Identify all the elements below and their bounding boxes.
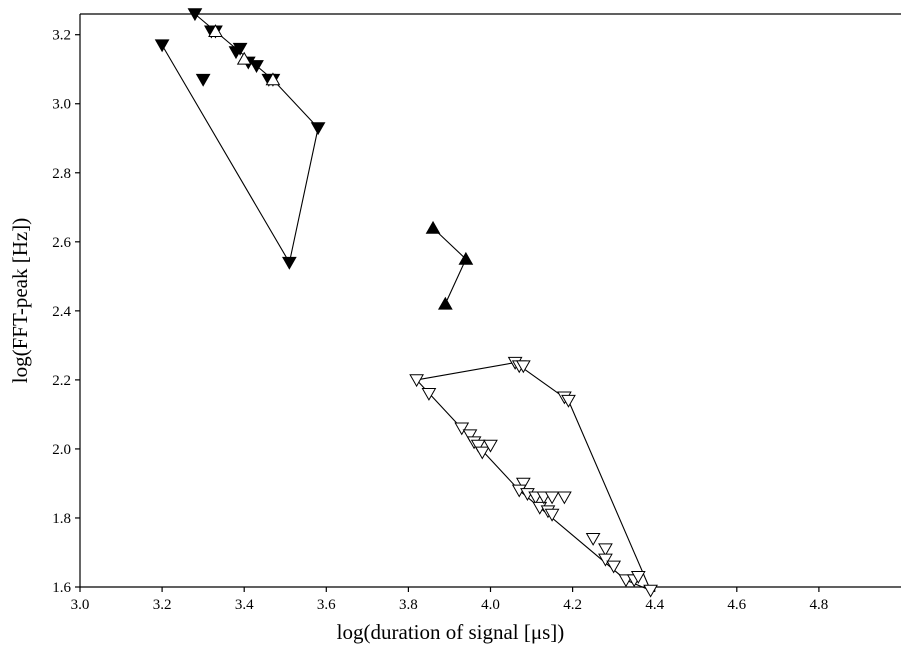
open-down-triangle-point <box>544 491 560 505</box>
y-tick-label: 2.6 <box>52 235 71 251</box>
x-tick-label: 4.6 <box>727 597 746 613</box>
open-down-triangle-point <box>544 508 560 522</box>
x-axis-title: log(duration of signal [μs]) <box>337 620 565 644</box>
x-tick-label: 4.4 <box>645 597 664 613</box>
open-down-triangle-point <box>598 553 613 567</box>
filled-down-triangle-point <box>281 256 297 270</box>
y-tick-label: 2.0 <box>52 442 71 458</box>
open-down-triangle-point <box>643 584 658 598</box>
filled-down-triangle-point <box>249 60 264 73</box>
y-tick-label: 2.2 <box>52 373 71 389</box>
filled-up-triangle-point <box>437 296 453 310</box>
filled-down-triangle-point <box>195 73 211 87</box>
open-down-triangle-point <box>585 532 601 546</box>
axes: 3.0 3.2 3.4 3.6 3.8 4.0 4.2 4.4 4.6 4.8 1.6 1.8 2.0 2… <box>52 13 901 613</box>
y-tick-label: 3.0 <box>52 97 71 113</box>
x-tick-label: 3.4 <box>235 597 254 613</box>
x-tick-label: 4.2 <box>563 597 582 613</box>
plot-frame <box>79 13 901 588</box>
open-down-triangle-point <box>421 387 437 401</box>
hull-lines <box>161 13 652 592</box>
open-down-triangle-point <box>598 543 613 557</box>
open-down-triangle-point <box>557 491 572 505</box>
x-tick-label: 4.0 <box>481 597 500 613</box>
hull-line <box>432 227 467 305</box>
open-down-triangle-point <box>561 394 576 408</box>
filled-up-triangle-point <box>458 251 474 265</box>
filled-up-triangle-point <box>425 220 441 234</box>
y-axis-title: log(FFT-peak [Hz]) <box>8 218 32 383</box>
filled-down-triangle-point <box>154 39 170 53</box>
open-down-triangle-point <box>515 360 531 374</box>
hull-line <box>416 362 652 592</box>
open-up-triangle-point <box>265 72 281 86</box>
x-tick-label: 3.2 <box>153 597 172 613</box>
x-tick-label: 3.8 <box>399 597 418 613</box>
open-down-triangle-point <box>630 570 646 584</box>
y-tick-label: 2.8 <box>52 166 71 182</box>
y-tick-label: 2.4 <box>52 304 71 320</box>
open-down-triangle-point <box>483 439 498 453</box>
open-up-triangle-point <box>208 24 223 37</box>
filled-down-triangle-point <box>232 42 248 56</box>
y-tick-label: 1.6 <box>52 580 71 596</box>
filled-down-triangle-point <box>187 8 203 22</box>
open-down-triangle-point <box>515 477 531 491</box>
open-down-triangle-point <box>409 374 424 388</box>
data-markers <box>154 8 658 598</box>
y-tick-label: 1.8 <box>52 511 71 527</box>
x-tick-label: 3.6 <box>317 597 336 613</box>
filled-down-triangle-point <box>310 122 326 136</box>
x-tick-label: 3.0 <box>71 597 90 613</box>
open-down-triangle-point <box>454 422 470 436</box>
open-up-triangle-point <box>236 51 252 65</box>
open-down-triangle-point <box>474 446 490 460</box>
y-tick-label: 3.2 <box>52 28 71 44</box>
open-down-triangle-point <box>462 429 478 443</box>
open-down-triangle-point <box>606 560 622 574</box>
x-tick-label: 4.8 <box>810 597 829 613</box>
open-down-triangle-point <box>470 439 486 453</box>
